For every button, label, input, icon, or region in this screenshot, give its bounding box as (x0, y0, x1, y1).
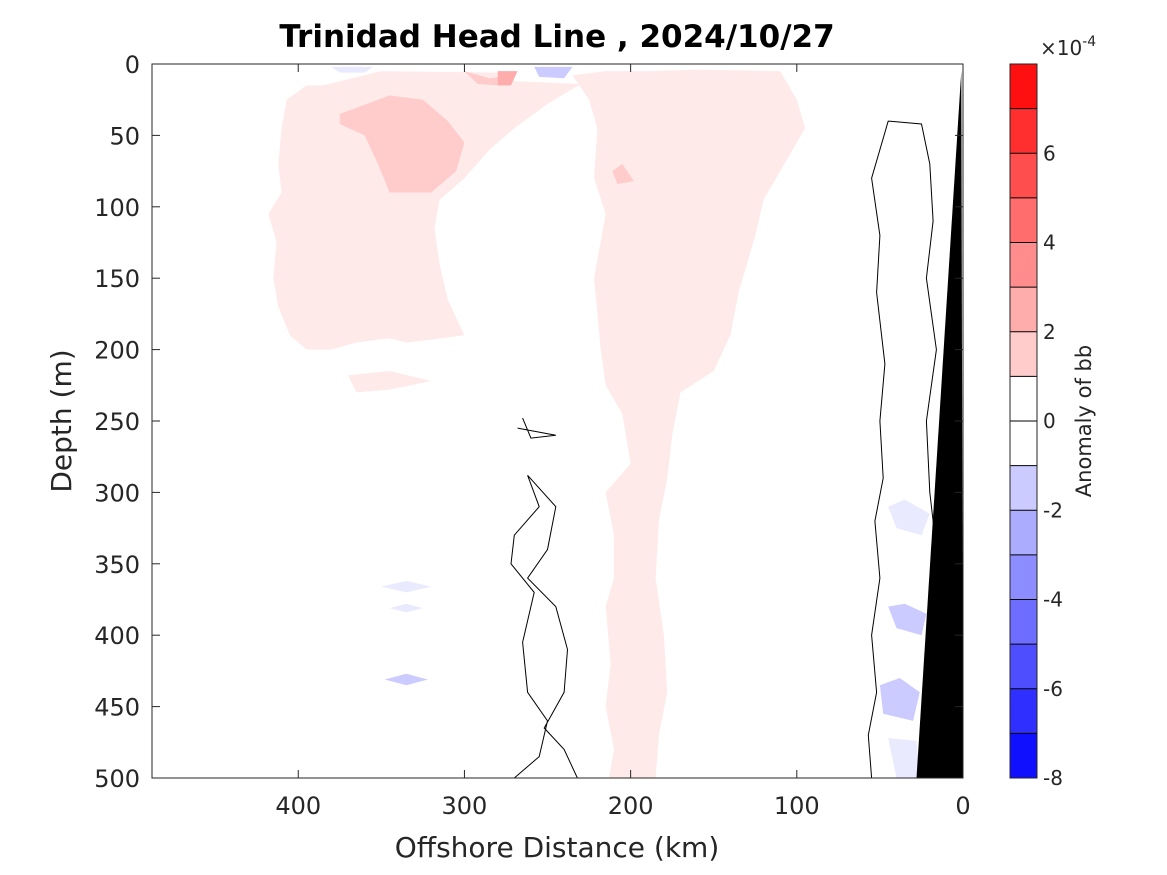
colorbar-exponent-base: ×10 (1040, 36, 1082, 60)
colorbar-frame (1009, 63, 1038, 779)
y-tick-label: 400 (94, 622, 140, 650)
colorbar-band (1010, 153, 1037, 198)
y-tick-label: 500 (94, 765, 140, 793)
nearshore-negative-b (888, 603, 927, 636)
shallow-positive-hotspot-d (497, 71, 518, 86)
colorbar-tick-label: -2 (1043, 498, 1063, 522)
x-tick-label: 100 (774, 792, 820, 820)
surface-negative-a (331, 66, 373, 73)
colorbar-tick-label: -6 (1043, 677, 1063, 701)
x-axis-label: Offshore Distance (km) (395, 831, 720, 864)
y-tick-label: 200 (94, 337, 140, 365)
y-tick-label: 150 (94, 265, 140, 293)
colorbar-band (1010, 554, 1037, 600)
chart-title: Trinidad Head Line , 2024/10/27 (279, 19, 834, 55)
x-tick-label: 200 (608, 792, 654, 820)
colorbar-tick-label: 4 (1043, 231, 1056, 255)
colorbar-band (1010, 287, 1037, 332)
offshore-positive-patch (268, 71, 581, 350)
lens-zero-contour-260m (517, 417, 556, 439)
colorbar-tick-label: 0 (1043, 409, 1056, 433)
offshore-negative-lens-430m (384, 673, 428, 686)
colorbar-band (1010, 64, 1037, 109)
nearshore-zero-contour (867, 120, 944, 779)
colorbar-exponent-power: -4 (1082, 34, 1096, 50)
colorbar-band (1010, 242, 1037, 288)
y-tick-label: 250 (94, 408, 140, 436)
deep-zero-contour-320m (510, 474, 578, 779)
y-axis-label: Depth (m) (45, 349, 78, 492)
colorbar-band (1010, 197, 1037, 243)
colorbar-tick-label: -8 (1043, 766, 1063, 790)
colorbar-band (1010, 510, 1037, 555)
surface-negative-b (534, 66, 573, 79)
seafloor-shape (916, 71, 963, 779)
colorbar-tick-label: 2 (1043, 320, 1056, 344)
colorbar-band (1010, 465, 1037, 511)
colorbar-tick-label: -4 (1043, 588, 1063, 612)
nearshore-negative-a (888, 499, 930, 536)
colorbar-band (1010, 688, 1037, 734)
core-positive-plume (572, 69, 806, 778)
bathymetry (916, 71, 963, 779)
colorbar-band (1010, 644, 1037, 689)
x-tick-label: 300 (442, 792, 488, 820)
x-tick-label: 0 (955, 792, 970, 820)
colorbar-band (1010, 733, 1037, 778)
offshore-negative-lens-365m (381, 580, 432, 593)
anomaly-regions (268, 66, 930, 778)
y-tick-label: 0 (125, 51, 140, 79)
colorbar: -8 -6 -4 -2 0 2 4 6 (1009, 63, 1063, 790)
colorbar-band (1010, 376, 1037, 421)
offshore-negative-lens-380m (389, 603, 423, 613)
y-axis: 0 50 100 150 200 250 300 350 400 450 500 (94, 51, 963, 793)
plot-background (152, 64, 963, 778)
y-tick-label: 300 (94, 479, 140, 507)
colorbar-label: Anomaly of bb (1072, 345, 1096, 497)
x-axis: 400 300 200 100 0 (275, 64, 971, 820)
colorbar-exponent: ×10-4 (1040, 34, 1096, 60)
lens-positive-230m (348, 371, 432, 393)
y-tick-label: 450 (94, 694, 140, 722)
plot-area (151, 63, 964, 779)
colorbar-band (1010, 421, 1037, 466)
zero-contours (510, 120, 944, 779)
y-tick-label: 50 (109, 122, 140, 150)
colorbar-tick-label: 6 (1043, 141, 1056, 165)
colorbar-band (1010, 599, 1037, 645)
shallow-positive-hotspot-a (339, 95, 465, 193)
y-tick-label: 350 (94, 551, 140, 579)
nearshore-negative-d (888, 738, 920, 778)
colorbar-band (1010, 108, 1037, 154)
y-tick-label: 100 (94, 194, 140, 222)
shallow-positive-hotspot-c (612, 164, 634, 184)
x-tick-label: 400 (275, 792, 321, 820)
nearshore-negative-c (879, 678, 920, 721)
colorbar-band (1010, 331, 1037, 377)
